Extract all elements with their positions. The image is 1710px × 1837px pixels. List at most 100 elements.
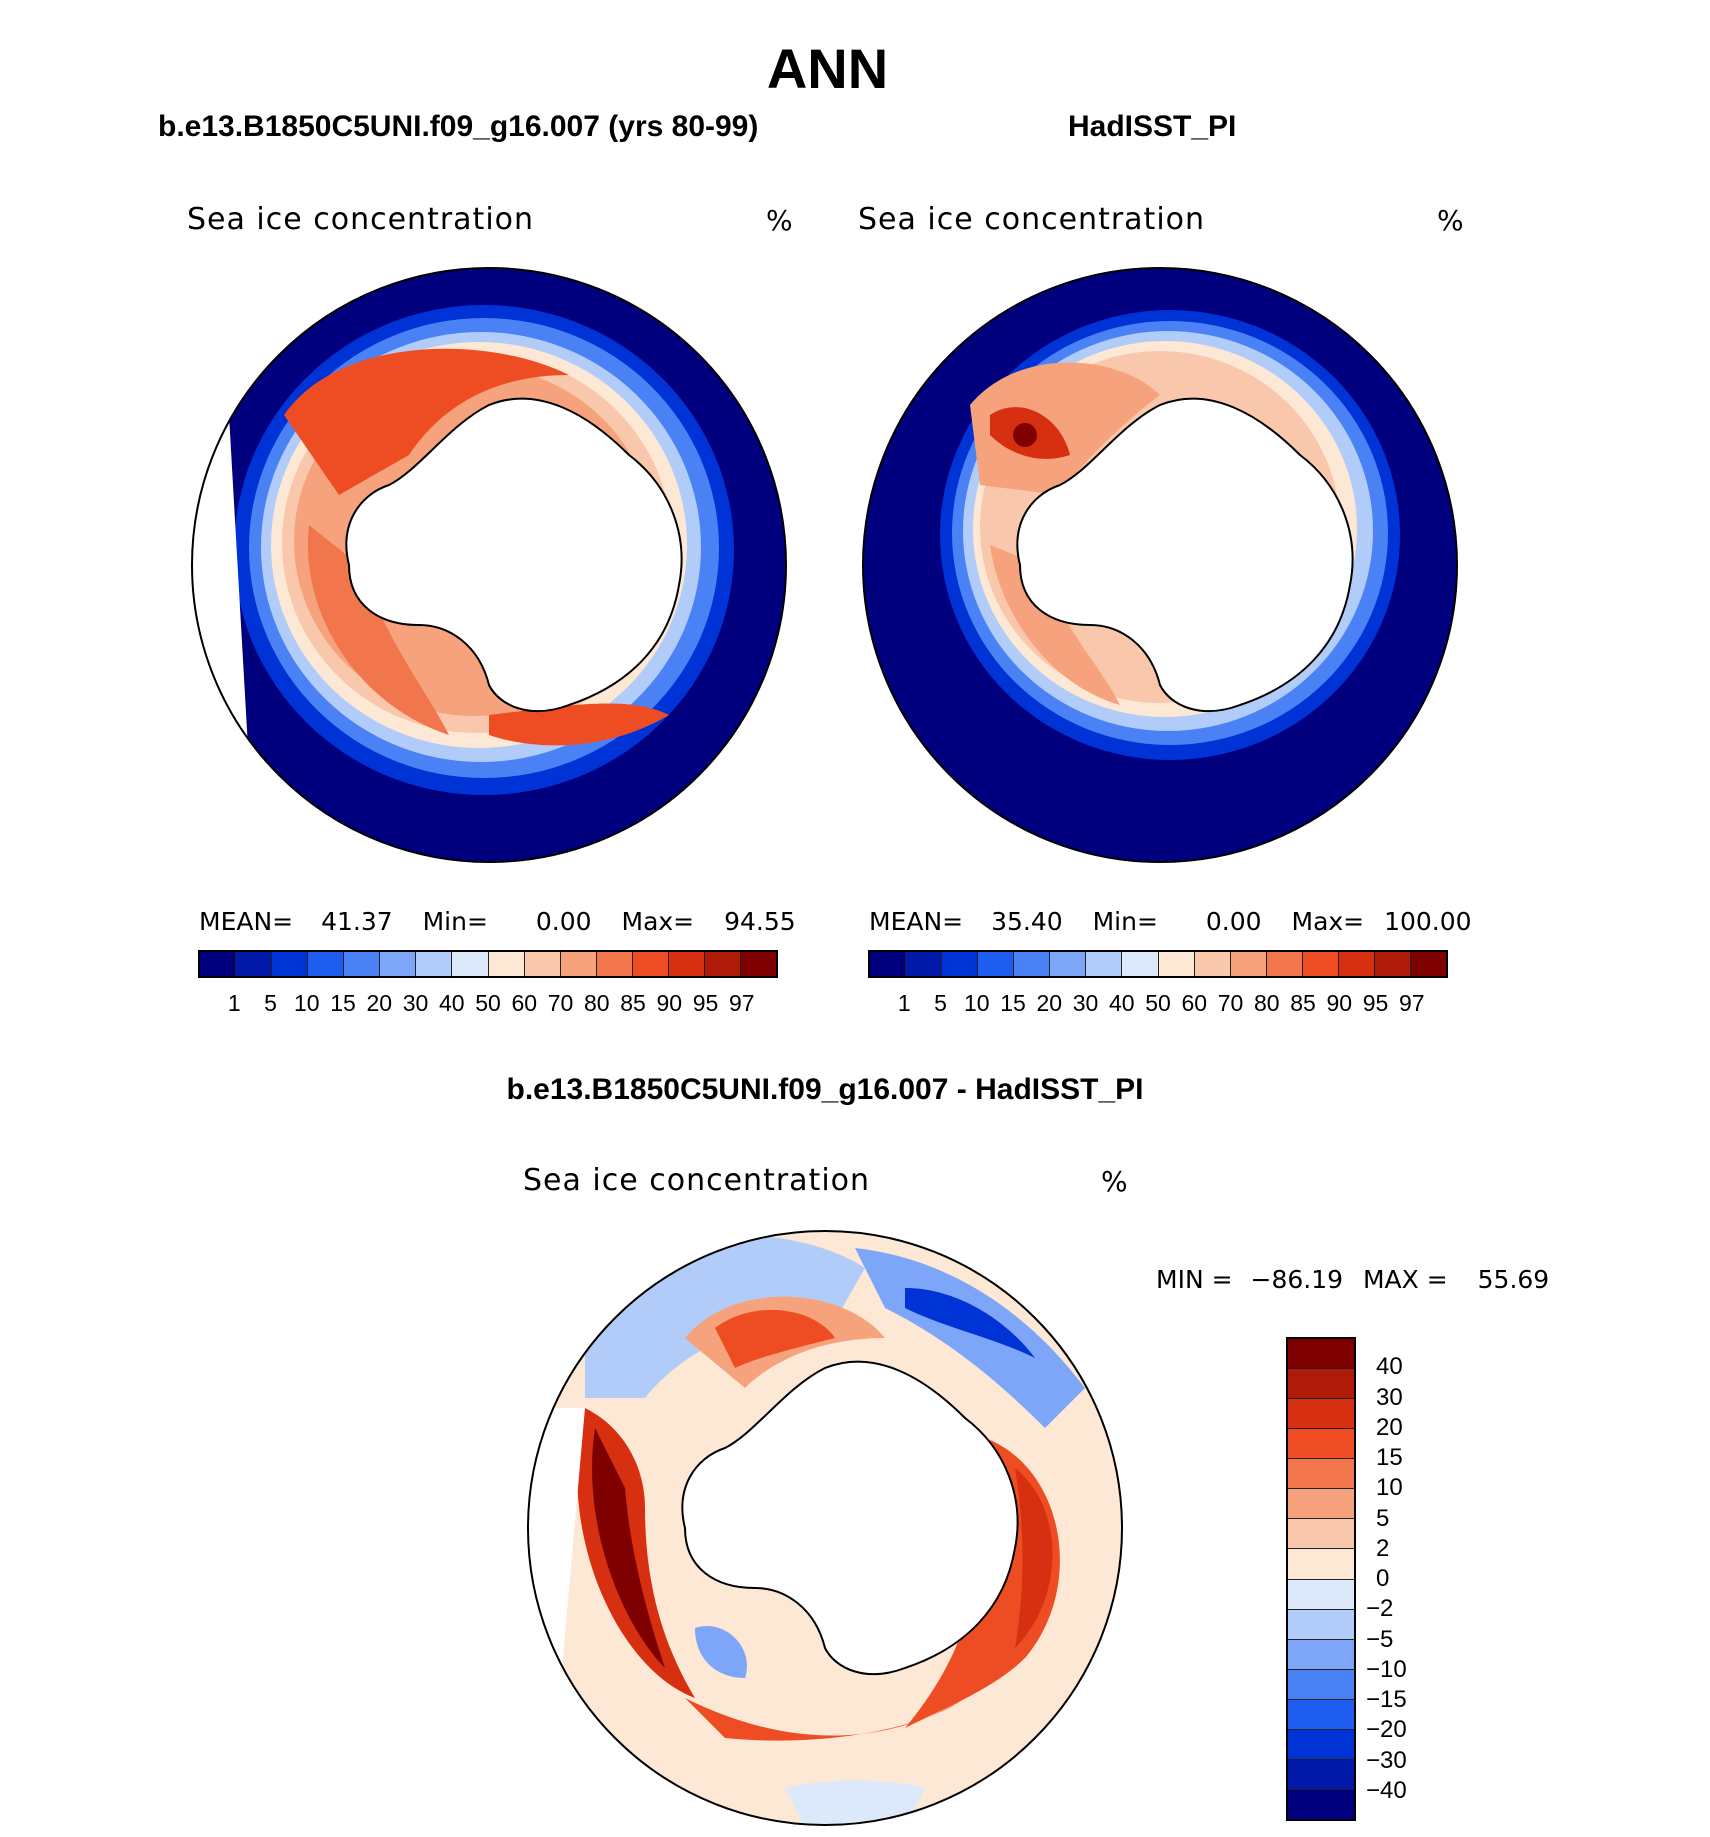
colorbar-tick-label: 2 [1376,1534,1390,1562]
colorbar-tick-label: 85 [1290,990,1316,1016]
panel1-variable-label: Sea ice concentration [187,202,535,237]
colorbar-tick-label: −2 [1366,1595,1394,1623]
panel1-mean-value: 41.37 [321,907,393,936]
colorbar-swatch [1122,952,1159,976]
panel2-variable-label: Sea ice concentration [858,202,1206,237]
colorbar-tick-label: 10 [293,990,320,1016]
colorbar-tick-label: 90 [1326,990,1353,1016]
colorbar-tick-label: 80 [1253,990,1280,1016]
colorbar-tick-label: 15 [1376,1444,1403,1471]
colorbar-tick-label: 5 [1376,1504,1390,1532]
colorbar-tick-label: 97 [1398,990,1425,1016]
colorbar-swatch [236,952,273,976]
colorbar-tick-label: −5 [1366,1625,1394,1653]
panel1-min-value: 0.00 [535,907,592,936]
colorbar-tick-label: 70 [547,990,574,1016]
diff-variable-label: Sea ice concentration [523,1163,871,1198]
diff-max-label: MAX = [1362,1265,1448,1294]
panel1-colorbar [198,950,778,978]
colorbar-swatch [1230,952,1267,976]
colorbar-tick-label: 5 [934,990,947,1016]
colorbar-tick-label: 60 [1181,990,1208,1016]
colorbar-swatch [1288,1609,1354,1640]
colorbar-swatch [380,952,417,976]
colorbar-swatch [416,952,453,976]
colorbar-swatch [488,952,525,976]
colorbar-tick-label: 10 [963,990,990,1016]
diff-colorbar [1286,1337,1356,1821]
colorbar-swatch [1338,952,1375,976]
colorbar-swatch [452,952,489,976]
colorbar-tick-label: −10 [1366,1655,1407,1683]
panel1-map [191,267,787,863]
colorbar-swatch [1374,952,1411,976]
colorbar-swatch [906,952,943,976]
colorbar-tick-label: 5 [264,990,277,1016]
colorbar-tick-label: 20 [1376,1413,1403,1441]
colorbar-swatch [740,952,776,976]
colorbar-swatch [1288,1729,1354,1760]
colorbar-tick-label: 30 [1376,1383,1403,1411]
panel2-min-value: 0.00 [1205,907,1262,936]
diff-units-label: % [1101,1165,1128,1198]
colorbar-tick-label: −20 [1366,1716,1407,1744]
colorbar-tick-label: 80 [583,990,610,1016]
colorbar-tick-label: 30 [1072,990,1099,1016]
panel2-mean-value: 35.40 [991,907,1063,936]
colorbar-tick-label: 20 [366,990,393,1016]
colorbar-swatch [668,952,705,976]
colorbar-tick-label: 1 [897,990,911,1016]
diff-max-value: 55.69 [1477,1265,1550,1294]
colorbar-tick-label: 70 [1217,990,1244,1016]
colorbar-swatch [978,952,1015,976]
colorbar-swatch [1288,1789,1354,1819]
colorbar-swatch [1194,952,1231,976]
colorbar-tick-label: 30 [402,990,429,1016]
panel2-mean-label: MEAN= [869,907,964,936]
diff-antarctica [681,1360,1019,1676]
panel1-max-value: 94.55 [724,907,796,936]
colorbar-swatch [1288,1399,1354,1430]
colorbar-swatch [704,952,741,976]
colorbar-swatch [632,952,669,976]
colorbar-swatch [272,952,309,976]
colorbar-swatch [1288,1579,1354,1610]
colorbar-swatch [1288,1369,1354,1400]
colorbar-tick-label: 0 [1376,1565,1390,1592]
panel2-colorbar-labels: 1 5 10 15 20 30 40 50 60 70 80 85 90 95 97 [868,990,1448,1020]
panel2-units-label: % [1437,204,1464,237]
colorbar-tick-label: 40 [1108,990,1135,1016]
colorbar-swatch [1288,1459,1354,1490]
colorbar-swatch [870,952,907,976]
colorbar-tick-label: 50 [475,990,501,1016]
colorbar-swatch [560,952,597,976]
diff-colorbar-labels: 40 30 20 15 10 5 2 0 −2 −5 −10 −15 −20 −30 −40 [1366,1337,1426,1821]
colorbar-swatch [1288,1549,1354,1580]
colorbar-tick-label: 95 [1362,990,1389,1016]
colorbar-swatch [1014,952,1051,976]
panel1-stats: MEAN= 41.37 Min= 0.00 Max= 94.55 [199,907,796,936]
panel2-stats: MEAN= 35.40 Min= 0.00 Max= 100.00 [869,907,1472,936]
panel2-max-label: Max= [1291,907,1365,936]
colorbar-tick-label: −15 [1366,1686,1407,1713]
panel2-max-value: 100.00 [1384,907,1472,936]
colorbar-swatch [1266,952,1303,976]
colorbar-swatch [1288,1669,1354,1700]
colorbar-tick-label: 60 [511,990,538,1016]
colorbar-swatch [1288,1429,1354,1460]
colorbar-tick-label: 40 [1376,1353,1403,1381]
colorbar-swatch [1288,1639,1354,1670]
panel1-antarctica [345,397,683,713]
colorbar-swatch [1302,952,1339,976]
colorbar-tick-label: 10 [1376,1474,1403,1502]
colorbar-swatch [942,952,979,976]
panel2-colorbar [868,950,1448,978]
panel2-case-title: HadISST_PI [1068,110,1237,143]
colorbar-swatch [1288,1339,1354,1370]
colorbar-swatch [524,952,561,976]
panel2-map [862,267,1458,863]
colorbar-swatch [1086,952,1123,976]
colorbar-swatch [1410,952,1446,976]
colorbar-tick-label: 1 [227,990,241,1016]
colorbar-swatch [1288,1699,1354,1730]
